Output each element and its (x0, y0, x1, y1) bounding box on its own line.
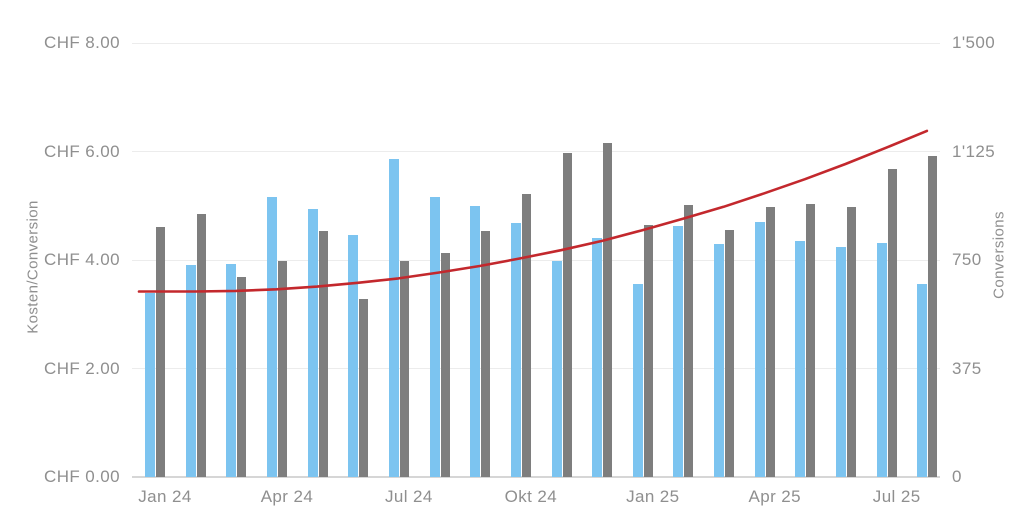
bar-conversions (928, 155, 938, 477)
bar-conversions (725, 229, 735, 477)
bar-conversions (847, 206, 857, 477)
left-axis-tick: CHF 2.00 (44, 358, 120, 378)
gridline (132, 260, 940, 261)
bar-kosten-conversion (714, 244, 725, 477)
trend-line (137, 129, 929, 293)
bar-conversions (237, 277, 247, 477)
bar-conversions (481, 231, 491, 477)
bar-kosten-conversion (470, 205, 481, 477)
bar-conversions (806, 203, 816, 477)
bar-kosten-conversion (917, 284, 928, 477)
bar-conversions (196, 213, 206, 477)
bar-conversions (765, 206, 775, 477)
bar-conversions (359, 299, 369, 477)
bar-kosten-conversion (429, 196, 440, 477)
x-axis-label: Apr 24 (260, 487, 314, 506)
x-axis-label: Jan 25 (626, 487, 680, 506)
bar-kosten-conversion (876, 243, 887, 477)
bar-conversions (684, 205, 694, 477)
gridline (132, 43, 940, 44)
x-axis-label: Apr 25 (748, 487, 801, 506)
left-axis-title: Kosten/Conversion (24, 200, 42, 334)
bar-conversions (521, 193, 531, 477)
left-axis-tick: CHF 0.00 (44, 467, 120, 486)
bar-kosten-conversion (551, 260, 562, 477)
plot-area (132, 43, 940, 478)
bar-kosten-conversion (592, 238, 603, 477)
bar-kosten-conversion (632, 284, 643, 477)
trend-line-path (137, 129, 929, 293)
x-axis-label: Jul 25 (872, 487, 921, 506)
right-axis-tick: 1'500 (952, 33, 996, 52)
right-axis-title: Conversions (990, 211, 1008, 299)
right-axis-tick: 1'125 (952, 141, 996, 161)
left-axis-tick: CHF 6.00 (44, 141, 120, 161)
bar-kosten-conversion (145, 293, 155, 477)
gridline (132, 151, 940, 152)
x-axis-label: Jul 24 (385, 487, 433, 506)
bar-kosten-conversion (754, 222, 765, 477)
bar-kosten-conversion (673, 225, 684, 477)
bar-conversions (277, 261, 287, 477)
bar-kosten-conversion (795, 241, 806, 477)
bar-kosten-conversion (510, 222, 521, 477)
x-axis-label: Okt 24 (504, 487, 558, 506)
bar-conversions (399, 261, 409, 477)
right-axis-tick: 750 (952, 250, 982, 269)
bar-kosten-conversion (266, 196, 277, 477)
bar-kosten-conversion (307, 209, 318, 477)
bar-conversions (440, 252, 450, 477)
bar-kosten-conversion (836, 247, 847, 477)
bar-conversions (156, 226, 165, 477)
left-axis-tick: CHF 4.00 (44, 250, 120, 269)
bar-conversions (562, 152, 572, 477)
bar-kosten-conversion (388, 159, 399, 477)
bar-kosten-conversion (185, 264, 196, 477)
right-axis-tick: 375 (952, 358, 982, 378)
bar-conversions (603, 142, 613, 477)
left-axis-tick: CHF 8.00 (44, 33, 120, 52)
bar-kosten-conversion (226, 263, 237, 477)
bar-conversions (318, 231, 328, 477)
x-axis-line (132, 476, 940, 478)
gridline (132, 368, 940, 369)
right-axis-tick: 0 (952, 467, 962, 486)
bar-conversions (643, 225, 653, 477)
bar-conversions (887, 168, 897, 477)
x-axis-label: Jan 24 (138, 487, 192, 506)
bar-kosten-conversion (348, 235, 359, 477)
